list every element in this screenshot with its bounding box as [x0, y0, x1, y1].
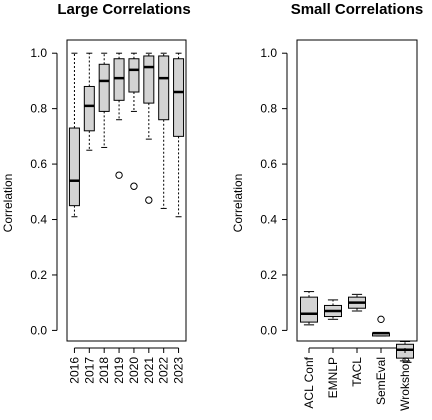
- large-x-tick-label: 2019: [112, 357, 126, 384]
- large-y-tick-label: 1.0: [30, 46, 47, 60]
- large-correlations-title: Large Correlations: [57, 1, 190, 18]
- large-x-tick-label: 2017: [82, 357, 96, 384]
- box-body: [98, 63, 110, 112]
- small-correlations-panel: Small Correlations Correlation 0.0 0.2 0.4…: [231, 1, 423, 411]
- large-box-6: [143, 52, 155, 204]
- small-box-1: [300, 291, 318, 326]
- large-x-tick-label: 2021: [142, 357, 156, 384]
- large-y-tick-label: 0.4: [30, 213, 47, 227]
- large-correlations-panel: Large Correlations Correlation 0.0 0.2 0.4…: [1, 1, 191, 384]
- box-body: [128, 58, 140, 93]
- outlier-point: [145, 196, 153, 204]
- small-x-tick-label: SemEval: [374, 357, 388, 405]
- outlier-point: [115, 171, 123, 179]
- large-box-7: [158, 52, 170, 209]
- small-box-3: [348, 293, 366, 312]
- small-box-4: [372, 315, 390, 337]
- small-x-tick-label: ACL Conf: [302, 356, 316, 408]
- large-x-tick-label: 2020: [127, 357, 141, 384]
- box-body: [300, 296, 318, 323]
- small-x-tick-label: TACL: [350, 357, 364, 387]
- small-correlations-title: Small Correlations: [291, 1, 424, 18]
- large-box-3: [98, 52, 110, 148]
- small-y-tick-label: 0.6: [260, 157, 277, 171]
- box-body: [143, 55, 155, 104]
- small-y-tick-label: 1.0: [260, 46, 277, 60]
- large-x-tick-label: 2023: [172, 357, 186, 384]
- large-y-tick-label: 0.6: [30, 157, 47, 171]
- large-y-tick-label: 0.0: [30, 323, 47, 337]
- box-body: [173, 58, 185, 137]
- large-correlations-y-axis-label: Correlation: [1, 174, 15, 233]
- large-box-2: [83, 52, 95, 151]
- small-x-tick-label: EMNLP: [326, 357, 340, 398]
- small-plot-frame: [296, 39, 418, 342]
- small-correlations-y-axis-label: Correlation: [231, 174, 245, 233]
- box-body: [83, 85, 95, 132]
- large-box-4: [113, 52, 125, 179]
- large-y-tick-label: 0.8: [30, 102, 47, 116]
- small-x-tick-label: Wrokshop: [398, 357, 412, 411]
- box-body: [113, 58, 125, 101]
- large-plot-frame: [66, 39, 187, 342]
- small-y-tick-label: 0.8: [260, 102, 277, 116]
- large-x-tick-label: 2022: [157, 357, 171, 384]
- small-y-tick-label: 0.4: [260, 213, 277, 227]
- large-box-5: [128, 52, 140, 190]
- small-box-2: [324, 299, 342, 320]
- large-y-tick-label: 0.2: [30, 268, 47, 282]
- small-y-tick-label: 0.0: [260, 323, 277, 337]
- large-box-1: [68, 52, 80, 218]
- box-body: [158, 55, 170, 121]
- large-box-8: [173, 52, 185, 218]
- outlier-point: [130, 182, 138, 190]
- large-x-tick-label: 2018: [97, 357, 111, 384]
- small-y-tick-label: 0.2: [260, 268, 277, 282]
- large-x-tick-label: 2016: [67, 357, 81, 384]
- outlier-point: [377, 315, 385, 324]
- box-body: [68, 127, 80, 207]
